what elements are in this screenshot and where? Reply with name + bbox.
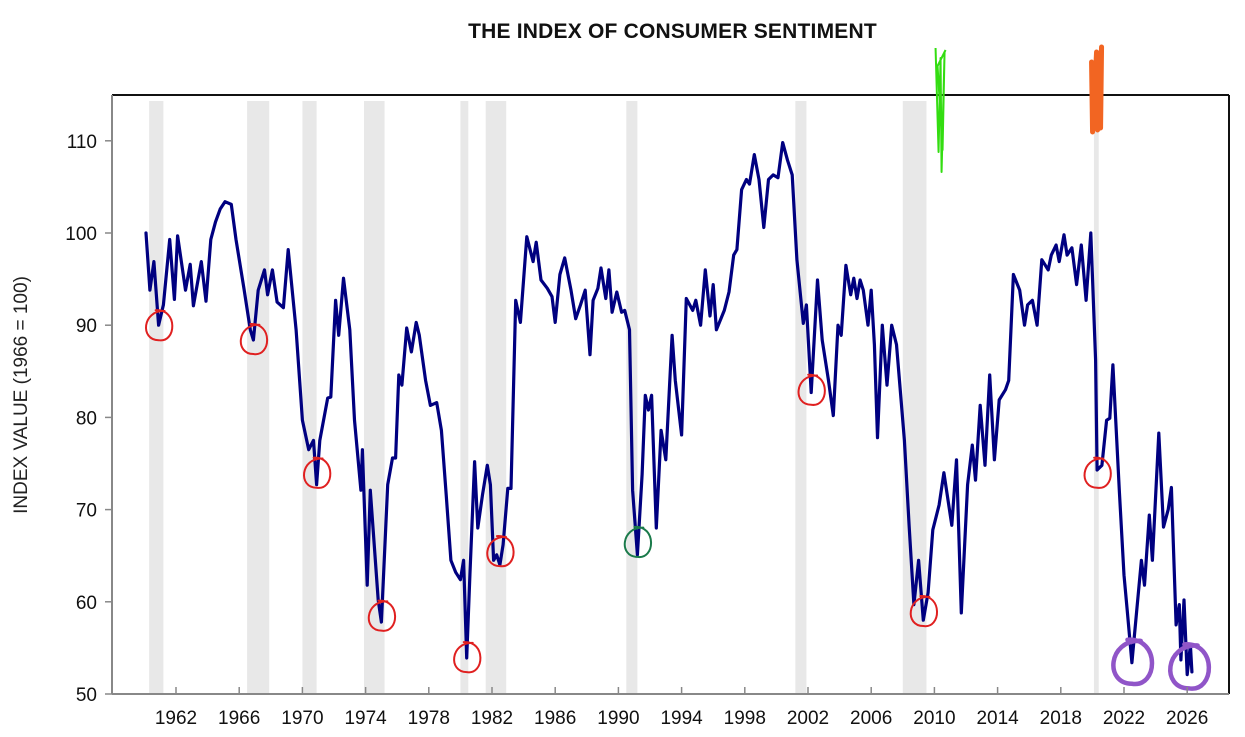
y-tick-label: 80: [76, 408, 97, 429]
recession-bands: [149, 101, 1099, 694]
axes: [111, 94, 1230, 695]
x-tick-label: 1986: [534, 708, 576, 729]
red-circle-annotation: [797, 373, 826, 406]
x-ticks: 1962 1966 1970 1974 1978 1982 1986 1990 1994 1998…: [155, 687, 1208, 729]
y-tick-label: 100: [65, 224, 97, 245]
x-tick-label: 1998: [724, 708, 766, 729]
x-tick-label: 2014: [976, 708, 1019, 729]
purple-circle-annotation: [1168, 642, 1211, 691]
x-tick-label: 2022: [1103, 708, 1145, 729]
x-tick-label: 1962: [155, 708, 197, 729]
y-ticks: 50 60 70 80 90 100 110: [65, 132, 112, 706]
annotation-layer: [145, 44, 1211, 691]
red-circle-annotation: [303, 456, 332, 489]
red-circle-annotation: [145, 309, 174, 342]
x-tick-label: 2002: [787, 708, 829, 729]
purple-circle-annotation: [1111, 637, 1155, 686]
red-circle-annotation: [909, 595, 938, 628]
red-circle-annotation: [1083, 456, 1112, 489]
x-tick-label: 1982: [471, 708, 513, 729]
chart-title: THE INDEX OF CONSUMER SENTIMENT: [468, 20, 877, 43]
recession-band: [485, 101, 507, 694]
recession-band: [302, 101, 317, 694]
x-tick-label: 1994: [660, 708, 703, 729]
x-tick-label: 2018: [1040, 708, 1082, 729]
recession-band: [247, 101, 270, 694]
y-tick-label: 70: [76, 501, 97, 522]
recession-band: [902, 101, 927, 694]
red-circle-annotation: [453, 641, 482, 674]
orange-scribble-annotation: [1089, 44, 1105, 135]
y-tick-label: 90: [76, 316, 97, 337]
x-tick-label: 2026: [1166, 708, 1208, 729]
red-circle-annotation: [486, 535, 515, 568]
x-tick-label: 1974: [344, 708, 387, 729]
x-tick-label: 2006: [850, 708, 892, 729]
recession-band: [795, 101, 807, 694]
x-tick-label: 1978: [408, 708, 450, 729]
x-tick-label: 2010: [913, 708, 955, 729]
red-circle-annotation: [239, 323, 268, 356]
recession-band: [460, 101, 469, 694]
y-tick-label: 60: [76, 593, 97, 614]
series-line-layer: [144, 141, 1194, 677]
green-scribble-annotation: [934, 47, 947, 173]
green-circle-annotation: [623, 525, 652, 558]
y-tick-label: 50: [76, 685, 97, 706]
red-circle-annotation: [367, 599, 396, 632]
x-tick-label: 1970: [281, 708, 323, 729]
x-tick-label: 1966: [218, 708, 260, 729]
y-tick-label: 110: [67, 132, 97, 153]
x-tick-label: 1990: [597, 708, 639, 729]
recession-band: [149, 101, 164, 694]
